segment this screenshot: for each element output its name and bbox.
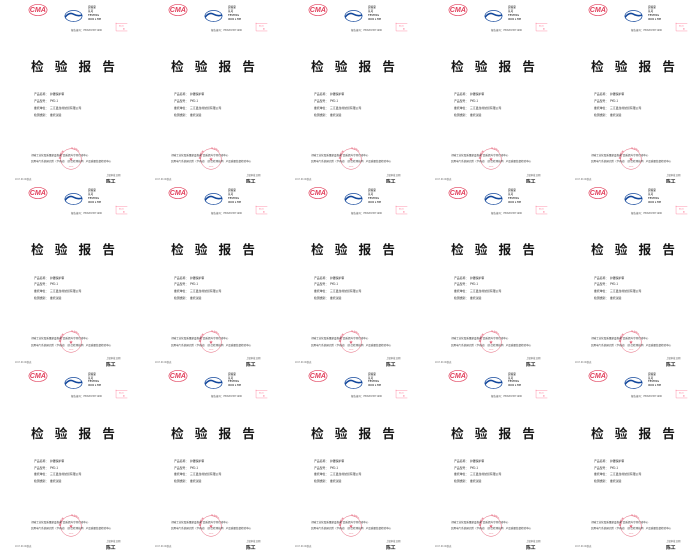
- svg-text:CMA: CMA: [170, 372, 186, 380]
- svg-text:CMA: CMA: [450, 189, 466, 197]
- svg-text:CMA: CMA: [450, 6, 466, 14]
- svg-text:1302056: 1302056: [488, 349, 493, 351]
- svg-text:AB-01: AB-01: [539, 391, 544, 394]
- svg-text:CMA: CMA: [310, 372, 326, 380]
- svg-text:CMA: CMA: [590, 372, 606, 380]
- svg-text:CMA: CMA: [310, 189, 326, 197]
- svg-text:AB-01: AB-01: [539, 208, 544, 211]
- svg-text:CMA: CMA: [450, 372, 466, 380]
- svg-text:1302056: 1302056: [488, 533, 493, 535]
- svg-text:1302056: 1302056: [628, 533, 633, 535]
- svg-text:1302056: 1302056: [208, 349, 213, 351]
- svg-text:1302056: 1302056: [488, 166, 493, 168]
- svg-text:1302056: 1302056: [208, 533, 213, 535]
- svg-text:AB-01: AB-01: [399, 208, 404, 211]
- svg-text:CMA: CMA: [170, 6, 186, 14]
- svg-text:CMA: CMA: [30, 372, 46, 380]
- svg-text:AB-01: AB-01: [259, 391, 264, 394]
- svg-text:1302056: 1302056: [348, 166, 353, 168]
- svg-text:AB-01: AB-01: [679, 208, 684, 211]
- svg-text:1302056: 1302056: [68, 349, 73, 351]
- svg-text:AB-01: AB-01: [399, 391, 404, 394]
- svg-text:1302056: 1302056: [628, 349, 633, 351]
- svg-text:AB-01: AB-01: [119, 391, 124, 394]
- svg-text:AB-01: AB-01: [259, 208, 264, 211]
- svg-text:CMA: CMA: [590, 6, 606, 14]
- svg-text:AB-01: AB-01: [259, 25, 264, 28]
- svg-text:AB-01: AB-01: [399, 25, 404, 28]
- svg-text:1302056: 1302056: [68, 166, 73, 168]
- svg-text:CMA: CMA: [170, 189, 186, 197]
- svg-text:1302056: 1302056: [348, 533, 353, 535]
- svg-text:CMA: CMA: [590, 189, 606, 197]
- svg-text:1302056: 1302056: [208, 166, 213, 168]
- svg-text:AB-01: AB-01: [679, 25, 684, 28]
- svg-text:1302056: 1302056: [628, 166, 633, 168]
- svg-text:AB-01: AB-01: [539, 25, 544, 28]
- svg-text:AB-01: AB-01: [119, 25, 124, 28]
- svg-text:CMA: CMA: [30, 6, 46, 14]
- svg-text:CMA: CMA: [30, 189, 46, 197]
- svg-text:AB-01: AB-01: [679, 391, 684, 394]
- svg-text:CMA: CMA: [310, 6, 326, 14]
- svg-text:AB-01: AB-01: [119, 208, 124, 211]
- svg-text:1302056: 1302056: [68, 533, 73, 535]
- svg-text:1302056: 1302056: [348, 349, 353, 351]
